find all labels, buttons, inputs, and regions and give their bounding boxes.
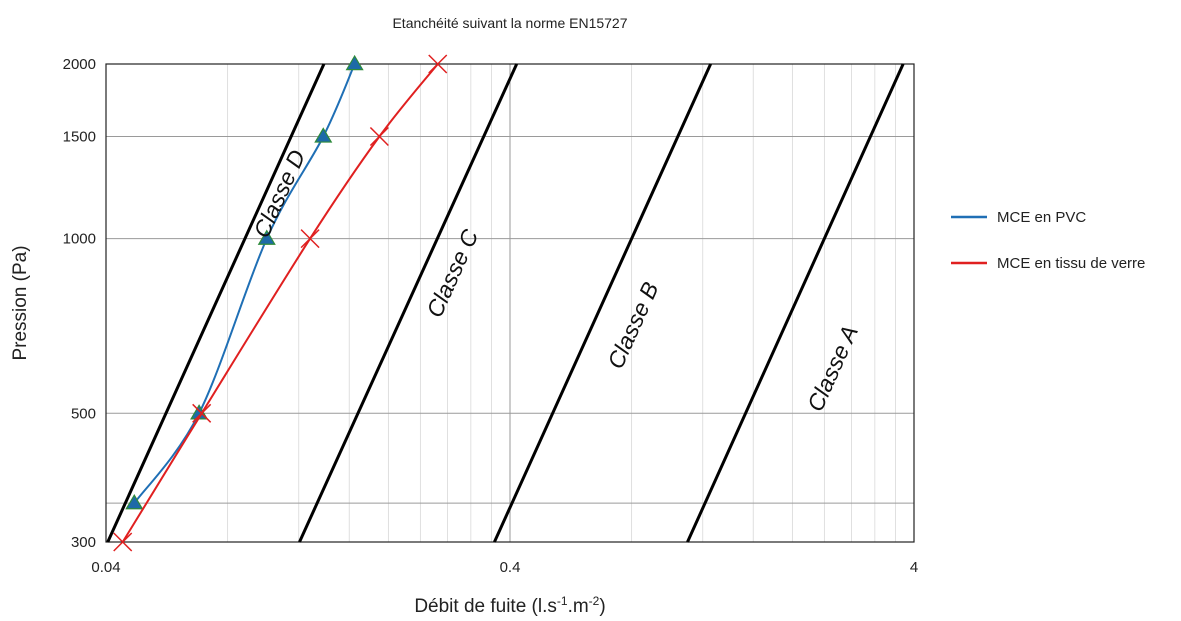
class-label: Classe A xyxy=(802,321,863,415)
y-tick-label: 1500 xyxy=(63,128,96,145)
x-marker xyxy=(113,532,133,552)
x-axis-label-sup1: -1 xyxy=(557,594,568,608)
class-line xyxy=(686,63,905,543)
series-group xyxy=(113,54,448,552)
x-axis-label-mid: .m xyxy=(568,596,589,617)
y-tick-label: 1000 xyxy=(63,231,96,248)
chart-title: Etanchéité suivant la norme EN15727 xyxy=(392,15,627,31)
x-tick-label: 4 xyxy=(910,559,918,576)
x-tick-label: 0.04 xyxy=(91,559,120,576)
y-tick-label: 2000 xyxy=(63,56,96,73)
x-marker-stroke xyxy=(300,229,320,249)
y-tick-label: 500 xyxy=(71,405,96,422)
x-axis-label-end: ) xyxy=(599,596,605,617)
triangle-marker xyxy=(125,493,144,510)
triangle-marker xyxy=(345,54,364,71)
legend-label-pvc: MCE en PVC xyxy=(997,209,1086,226)
series-line-1 xyxy=(121,63,439,543)
legend-label-verre: MCE en tissu de verre xyxy=(997,255,1145,272)
x-axis-label-sup2: -2 xyxy=(589,594,600,608)
x-marker xyxy=(369,126,389,147)
x-marker-stroke xyxy=(369,126,389,147)
class-labels: Classe D Classe C Classe B Classe A xyxy=(248,146,863,415)
x-marker xyxy=(192,403,212,423)
class-label: Classe C xyxy=(421,225,483,321)
class-lines xyxy=(106,63,905,543)
class-line xyxy=(106,63,326,543)
x-marker xyxy=(300,229,320,249)
series-line-0 xyxy=(133,63,356,504)
x-tick-label: 0.4 xyxy=(500,559,521,576)
y-tick-label: 300 xyxy=(71,534,96,551)
x-axis-label-main: Débit de fuite (l.s xyxy=(414,596,557,617)
class-line xyxy=(493,63,712,543)
class-label: Classe B xyxy=(602,278,664,373)
class-label: Classe D xyxy=(248,146,310,242)
x-marker-stroke xyxy=(192,403,212,423)
x-axis-label: Débit de fuite (l.s-1.m-2) xyxy=(414,594,605,617)
grid xyxy=(105,64,915,542)
triangle-marker xyxy=(257,229,276,245)
x-marker xyxy=(428,54,448,74)
x-marker-stroke xyxy=(428,54,448,74)
plot-area-border xyxy=(105,63,915,543)
class-line xyxy=(298,63,519,543)
tick-labels: 0.04 0.4 4 300 500 1000 1500 2000 xyxy=(63,56,919,576)
triangle-marker xyxy=(314,127,333,143)
x-marker-stroke xyxy=(113,532,133,552)
legend: MCE en PVC MCE en tissu de verre xyxy=(951,209,1145,272)
y-axis-label: Pression (Pa) xyxy=(10,245,31,360)
